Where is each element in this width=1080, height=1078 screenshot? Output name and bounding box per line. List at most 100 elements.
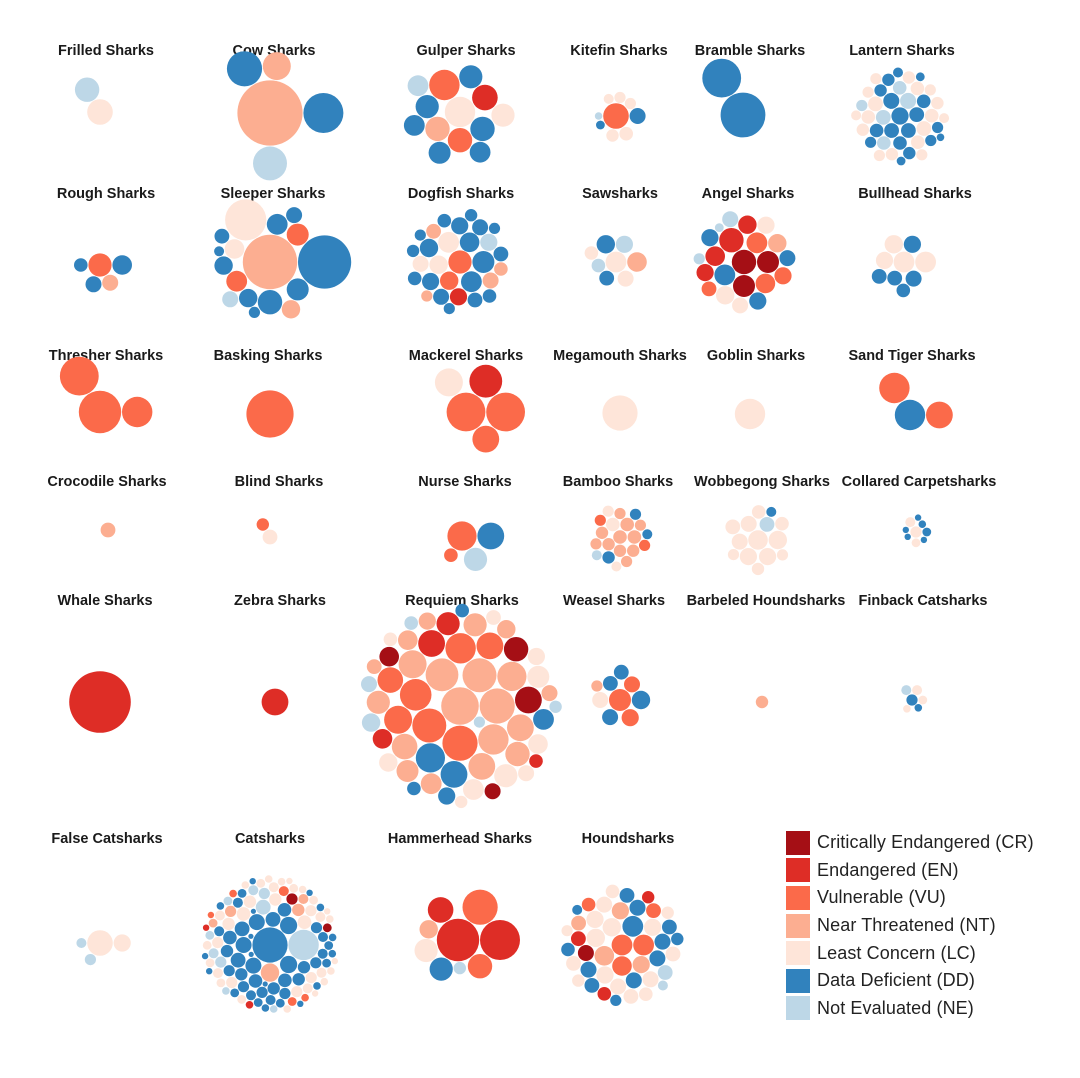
- species-bubble-dd: [631, 690, 651, 710]
- species-bubble-lc: [283, 1005, 292, 1013]
- species-bubble-lc: [414, 938, 438, 963]
- species-bubble-ne: [480, 233, 498, 251]
- species-bubble-lc: [268, 882, 279, 893]
- species-bubble-nt: [497, 620, 516, 639]
- species-bubble-dd: [262, 981, 268, 987]
- group-title: Sleeper Sharks: [221, 186, 326, 202]
- group-weasel-sharks: Weasel Sharks: [563, 593, 665, 727]
- legend-swatch-vu: [786, 885, 810, 910]
- species-bubble-lc: [623, 989, 639, 1004]
- species-bubble-lc: [214, 910, 225, 921]
- species-bubble-vu: [384, 705, 413, 734]
- group-title: Finback Catsharks: [859, 593, 988, 609]
- species-bubble-dd: [918, 520, 927, 528]
- legend-item-vu: Vulnerable (VU): [786, 884, 1034, 912]
- species-bubble-lc: [324, 908, 331, 915]
- species-bubble-lc: [596, 896, 613, 913]
- species-bubble-dd: [459, 65, 483, 89]
- species-bubble-en: [597, 987, 612, 1001]
- species-bubble-lc: [237, 995, 247, 1004]
- species-bubble-nt: [225, 905, 237, 918]
- species-bubble-nt: [260, 963, 280, 982]
- species-bubble-vu: [467, 954, 493, 979]
- species-bubble-dd: [232, 897, 243, 908]
- species-bubble-dd: [584, 978, 600, 993]
- species-bubble-lc: [757, 216, 775, 234]
- species-bubble-dd: [702, 58, 742, 98]
- species-bubble-vu: [633, 934, 654, 956]
- species-bubble-nt: [292, 903, 305, 917]
- species-bubble-vu: [621, 709, 639, 727]
- species-bubble-lc: [893, 251, 915, 273]
- species-bubble-dd: [235, 937, 252, 953]
- species-bubble-lc: [851, 110, 862, 121]
- species-bubble-dd: [438, 787, 456, 805]
- species-bubble-dd: [318, 932, 328, 942]
- species-bubble-vu: [301, 993, 309, 1002]
- species-bubble-nt: [391, 733, 418, 760]
- legend-item-nt: Near Threatened (NT): [786, 912, 1034, 940]
- species-bubble-lc: [297, 915, 312, 929]
- species-bubble-lc: [776, 549, 789, 561]
- species-bubble-dd: [649, 950, 666, 967]
- species-bubble-lc: [910, 81, 925, 96]
- species-bubble-dd: [766, 506, 777, 517]
- species-bubble-nt: [621, 555, 633, 568]
- group-title: Kitefin Sharks: [570, 43, 668, 59]
- group-title: Requiem Sharks: [405, 593, 519, 609]
- species-bubble-vu: [59, 356, 99, 396]
- species-bubble-lc: [856, 123, 869, 136]
- species-bubble-lc: [605, 251, 627, 273]
- species-bubble-vu: [746, 232, 768, 254]
- species-bubble-lc: [455, 795, 468, 809]
- species-bubble-vu: [377, 667, 404, 693]
- species-bubble-ne: [856, 99, 868, 112]
- group-title: Bullhead Sharks: [858, 186, 972, 202]
- species-bubble-ne: [208, 948, 219, 959]
- species-bubble-ne: [215, 956, 227, 968]
- species-bubble-dd: [280, 955, 298, 974]
- species-bubble-lc: [606, 129, 619, 142]
- species-bubble-vu: [445, 633, 476, 664]
- species-bubble-dd: [201, 952, 209, 960]
- species-bubble-lc: [302, 983, 313, 994]
- species-bubble-dd: [230, 988, 240, 998]
- species-bubble-vu: [287, 997, 297, 1006]
- species-bubble-dd: [914, 704, 923, 712]
- group-title: Lantern Sharks: [849, 43, 955, 59]
- group-mackerel-sharks: Mackerel Sharks: [409, 348, 525, 453]
- species-bubble-ne: [473, 716, 485, 728]
- group-title: Crocodile Sharks: [47, 474, 166, 490]
- species-bubble-dd: [265, 995, 276, 1005]
- species-bubble-dd: [629, 108, 646, 124]
- species-bubble-ne: [549, 700, 562, 713]
- species-bubble-nt: [425, 116, 450, 142]
- species-bubble-dd: [415, 743, 445, 773]
- species-bubble-lc: [875, 251, 894, 269]
- species-bubble-lc: [751, 562, 765, 576]
- group-dogfish-sharks: Dogfish Sharks: [406, 186, 514, 315]
- group-bullhead-sharks: Bullhead Sharks: [858, 186, 972, 298]
- species-bubble-lc: [661, 906, 674, 919]
- species-bubble-nt: [426, 223, 441, 239]
- species-bubble-lc: [603, 93, 614, 104]
- species-bubble-nt: [468, 753, 496, 780]
- species-bubble-dd: [654, 933, 671, 950]
- species-bubble-dd: [599, 270, 615, 286]
- species-bubble-dd: [220, 944, 234, 958]
- species-bubble-ne: [900, 92, 917, 109]
- species-bubble-lc: [269, 893, 282, 906]
- species-bubble-lc: [639, 987, 653, 1001]
- species-bubble-vu: [639, 539, 651, 552]
- species-bubble-dd: [871, 269, 887, 284]
- species-bubble-nt: [441, 687, 479, 725]
- species-bubble-dd: [916, 94, 931, 109]
- species-bubble-lc: [243, 895, 257, 908]
- species-bubble-nt: [505, 741, 530, 767]
- species-bubble-lc: [775, 516, 789, 531]
- species-bubble-dd: [920, 536, 928, 544]
- species-bubble-lc: [586, 928, 605, 948]
- species-bubble-vu: [612, 956, 632, 976]
- species-bubble-ne: [404, 616, 419, 630]
